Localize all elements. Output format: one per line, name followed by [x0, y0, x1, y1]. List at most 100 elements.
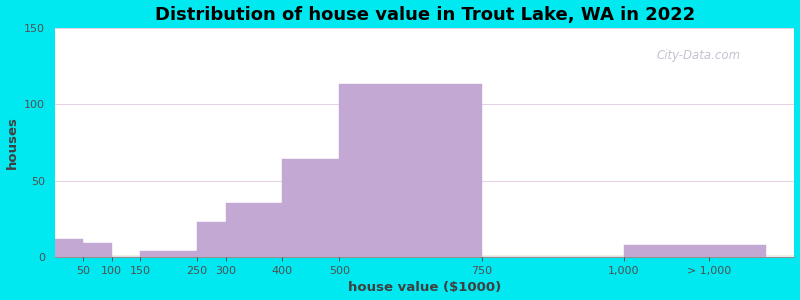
- Bar: [55, 256, 794, 257]
- Title: Distribution of house value in Trout Lake, WA in 2022: Distribution of house value in Trout Lak…: [154, 6, 694, 24]
- Bar: [55, 256, 794, 257]
- Bar: [55, 255, 794, 256]
- Bar: [55, 255, 794, 256]
- Bar: [197, 222, 226, 257]
- Bar: [55, 255, 794, 256]
- Bar: [55, 255, 794, 256]
- Bar: [55, 255, 794, 256]
- Bar: [55, 255, 794, 256]
- Bar: [55, 255, 794, 256]
- Bar: [55, 255, 794, 256]
- Bar: [55, 255, 794, 256]
- Bar: [55, 255, 794, 256]
- Bar: [55, 255, 794, 256]
- Bar: [55, 255, 794, 256]
- Bar: [55, 255, 794, 256]
- Bar: [55, 256, 794, 257]
- Bar: [55, 255, 794, 256]
- Bar: [55, 256, 794, 257]
- Bar: [55, 255, 794, 256]
- Bar: [55, 256, 794, 257]
- Bar: [55, 255, 794, 256]
- Bar: [55, 255, 794, 256]
- Bar: [55, 255, 794, 256]
- Bar: [55, 256, 794, 257]
- Bar: [55, 255, 794, 256]
- Bar: [55, 255, 794, 256]
- Bar: [55, 255, 794, 256]
- Bar: [55, 255, 794, 256]
- Bar: [55, 255, 794, 256]
- Bar: [55, 255, 794, 256]
- Bar: [55, 255, 794, 256]
- Bar: [55, 255, 794, 256]
- Bar: [55, 255, 794, 256]
- Bar: [55, 255, 794, 256]
- Bar: [55, 255, 794, 256]
- Bar: [55, 255, 794, 256]
- Bar: [55, 256, 794, 257]
- Bar: [55, 255, 794, 256]
- Bar: [55, 255, 794, 256]
- Bar: [55, 255, 794, 256]
- Bar: [55, 255, 794, 256]
- Bar: [55, 256, 794, 257]
- Bar: [55, 255, 794, 256]
- Bar: [55, 255, 794, 256]
- Bar: [55, 255, 794, 256]
- Bar: [55, 256, 794, 257]
- Bar: [55, 255, 794, 256]
- Bar: [55, 255, 794, 256]
- Bar: [55, 255, 794, 256]
- Bar: [55, 255, 794, 256]
- Bar: [55, 255, 794, 256]
- Bar: [55, 255, 794, 256]
- Bar: [55, 255, 794, 256]
- Bar: [55, 255, 794, 256]
- Bar: [55, 255, 794, 256]
- Bar: [55, 238, 83, 257]
- Bar: [55, 255, 794, 256]
- Bar: [55, 255, 794, 256]
- Bar: [55, 255, 794, 256]
- Text: City-Data.com: City-Data.com: [656, 49, 740, 62]
- Bar: [55, 256, 794, 257]
- Bar: [55, 256, 794, 257]
- Bar: [55, 255, 794, 256]
- Bar: [55, 256, 794, 257]
- Bar: [55, 256, 794, 257]
- Bar: [55, 256, 794, 257]
- Bar: [55, 255, 794, 256]
- Bar: [55, 255, 794, 256]
- Bar: [55, 255, 794, 256]
- Bar: [55, 255, 794, 256]
- Bar: [55, 255, 794, 256]
- Bar: [624, 244, 766, 257]
- Bar: [55, 255, 794, 256]
- Bar: [55, 255, 794, 256]
- Bar: [55, 256, 794, 257]
- Bar: [55, 255, 794, 256]
- Bar: [55, 255, 794, 256]
- Bar: [55, 255, 794, 256]
- Bar: [55, 256, 794, 257]
- Bar: [55, 255, 794, 256]
- Bar: [55, 255, 794, 256]
- Bar: [55, 255, 794, 256]
- Bar: [55, 255, 794, 256]
- Bar: [55, 255, 794, 256]
- Bar: [55, 255, 794, 256]
- Bar: [55, 255, 794, 256]
- Bar: [55, 255, 794, 256]
- Bar: [55, 256, 794, 257]
- Bar: [55, 255, 794, 256]
- Bar: [55, 255, 794, 256]
- Bar: [55, 255, 794, 256]
- Bar: [55, 255, 794, 256]
- Bar: [55, 255, 794, 256]
- Bar: [55, 255, 794, 256]
- Bar: [55, 255, 794, 256]
- Bar: [55, 256, 794, 257]
- Bar: [55, 255, 794, 256]
- Bar: [55, 255, 794, 256]
